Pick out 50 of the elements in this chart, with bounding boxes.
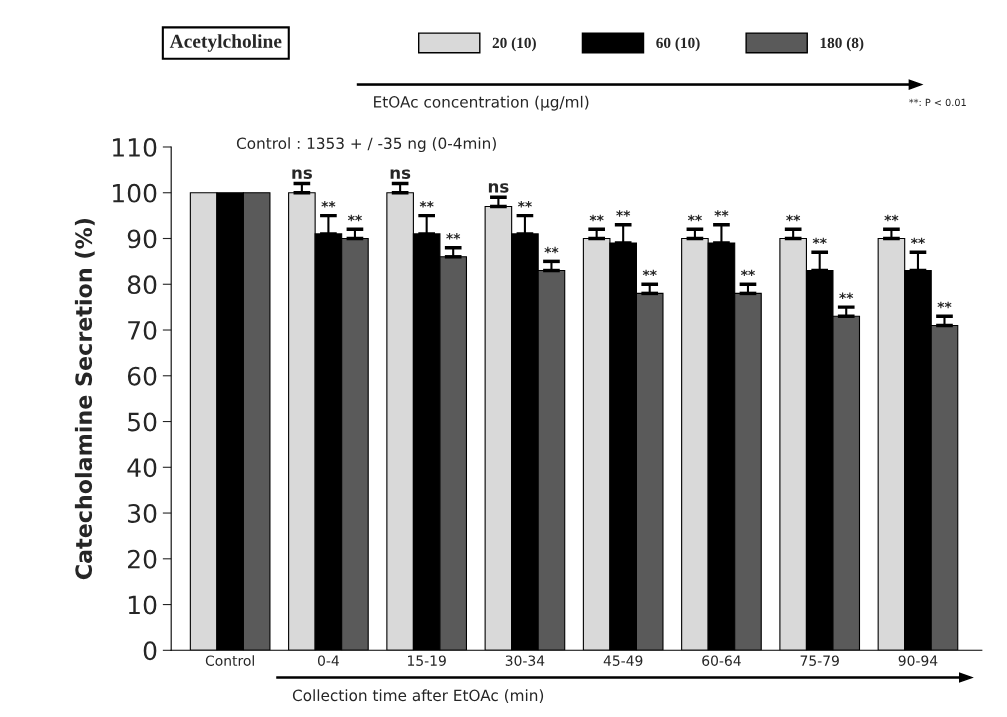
data-label: ** bbox=[419, 201, 434, 208]
data-label: ** bbox=[321, 201, 336, 208]
y-axis-title: Catecholamine Secretion (%) bbox=[74, 218, 95, 580]
text: EtOAc concentration (µg/ml) bbox=[374, 95, 589, 111]
x-tick-label: Control bbox=[205, 655, 254, 666]
x-tick-label: 15-19 bbox=[408, 655, 446, 666]
x-tick-label: 30-34 bbox=[505, 655, 545, 666]
data-label: ** bbox=[544, 246, 559, 254]
data-label: ns bbox=[390, 169, 411, 179]
y-tick-label: 90 bbox=[127, 229, 157, 249]
x-tick-label: 75-79 bbox=[800, 655, 839, 666]
y-tick-label: 60 bbox=[127, 366, 157, 386]
y-tick-label: 30 bbox=[128, 503, 157, 523]
data-label: ** bbox=[642, 269, 657, 277]
data-label: ** bbox=[616, 210, 631, 217]
y-tick-label: 50 bbox=[128, 412, 157, 432]
y-tick-label: 110 bbox=[113, 137, 157, 157]
data-label: ** bbox=[347, 214, 362, 222]
data-label: ** bbox=[589, 214, 604, 222]
data-label: ** bbox=[910, 237, 925, 245]
text: **: P < 0.01 bbox=[909, 98, 966, 107]
data-label: ** bbox=[786, 214, 801, 222]
x-tick-label: 0-4 bbox=[317, 655, 339, 666]
data-label: ns bbox=[488, 183, 509, 193]
legend-label: 20 (10) bbox=[492, 37, 536, 52]
annotation: Control : 1353 + / -35 ng (0-4min) bbox=[236, 137, 496, 153]
data-label: ** bbox=[517, 201, 532, 208]
y-tick-label: 40 bbox=[127, 458, 157, 478]
x-axis-title: Collection time after EtOAc (min) bbox=[292, 689, 544, 703]
legend-label: 180 (8) bbox=[820, 37, 864, 52]
x-tick-label: 60-64 bbox=[702, 655, 741, 666]
legend-label: 60 (10) bbox=[656, 37, 700, 52]
y-tick-label: 0 bbox=[143, 641, 157, 661]
data-label: ns bbox=[292, 169, 312, 179]
data-label: ** bbox=[937, 301, 952, 309]
y-tick-label: 100 bbox=[113, 183, 157, 203]
x-tick-label: 45-49 bbox=[603, 655, 643, 666]
legend-title: Acetylcholine bbox=[169, 34, 282, 52]
data-label: ** bbox=[884, 214, 899, 222]
data-label: ** bbox=[687, 214, 702, 222]
data-label: ** bbox=[446, 233, 461, 240]
y-tick-label: 10 bbox=[128, 595, 157, 615]
data-label: ** bbox=[714, 210, 729, 217]
data-label: ** bbox=[839, 292, 854, 299]
y-tick-label: 80 bbox=[127, 275, 157, 295]
data-label: ** bbox=[812, 237, 827, 245]
y-tick-label: 70 bbox=[128, 320, 157, 340]
x-tick-label: 90-94 bbox=[898, 655, 938, 666]
data-label: ** bbox=[740, 269, 755, 277]
y-tick-label: 20 bbox=[128, 549, 157, 569]
